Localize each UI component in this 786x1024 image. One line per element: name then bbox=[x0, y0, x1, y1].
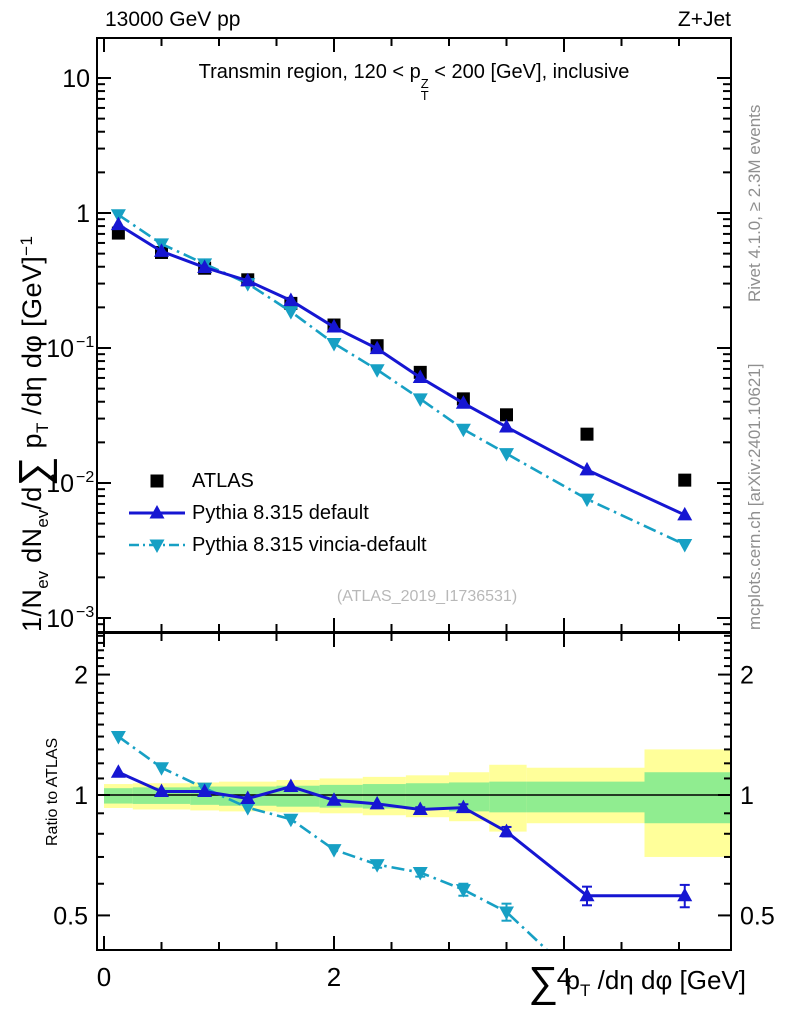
analysis-id-watermark: (ATLAS_2019_I1736531) bbox=[336, 588, 518, 605]
sum-symbol: ∑ bbox=[10, 456, 57, 487]
series-pythia-8.315-vincia-default bbox=[110, 731, 549, 950]
ratio-frame bbox=[96, 632, 732, 951]
y-axis-label-main: 1/Nev dNev/d∑ pT /dη dφ [GeV]−1 bbox=[10, 235, 57, 632]
legend-label: ATLAS bbox=[192, 469, 254, 492]
axis-ticks bbox=[97, 38, 731, 950]
svg-text:10: 10 bbox=[62, 65, 90, 93]
pythia-default-marker-icon bbox=[129, 505, 185, 519]
svg-text:10: 10 bbox=[46, 335, 74, 363]
svg-text:10: 10 bbox=[46, 470, 74, 498]
svg-text:2: 2 bbox=[74, 662, 88, 690]
svg-text:1: 1 bbox=[74, 782, 88, 810]
atlas-marker-icon bbox=[150, 474, 164, 488]
pythia-vincia-marker-icon bbox=[129, 539, 185, 553]
mcplots-arxiv-note: mcplots.cern.ch [arXiv:2401.10621] bbox=[745, 363, 764, 630]
legend: ATLAS Pythia 8.315 default Pythia 8.315 … bbox=[126, 465, 427, 561]
legend-item-pythia-default: Pythia 8.315 default bbox=[126, 497, 427, 529]
svg-text:0.5: 0.5 bbox=[740, 902, 775, 930]
process-label: Z+Jet bbox=[677, 8, 731, 31]
y-axis-label-ratio: Ratio to ATLAS bbox=[44, 737, 61, 846]
legend-item-pythia-vincia: Pythia 8.315 vincia-default bbox=[126, 529, 427, 561]
plot-title-suffix: < 200 [GeV], inclusive bbox=[428, 61, 630, 83]
svg-text:10: 10 bbox=[46, 605, 74, 633]
svg-text:2: 2 bbox=[327, 962, 341, 992]
x-axis-label: ∑ pT /dη dφ [GeV] bbox=[528, 958, 746, 1005]
svg-text:2: 2 bbox=[740, 662, 754, 690]
beam-energy-label: 13000 GeV pp bbox=[105, 8, 241, 31]
svg-text:−1: −1 bbox=[76, 334, 94, 351]
sum-symbol: ∑ bbox=[528, 958, 559, 1005]
series-pythia-8.315-default bbox=[110, 764, 693, 909]
svg-text:1: 1 bbox=[740, 782, 754, 810]
legend-label: Pythia 8.315 default bbox=[192, 501, 369, 524]
svg-text:−3: −3 bbox=[76, 604, 94, 621]
svg-text:4: 4 bbox=[557, 962, 571, 992]
svg-text:0: 0 bbox=[97, 962, 111, 992]
svg-text:−2: −2 bbox=[76, 469, 94, 486]
legend-item-atlas: ATLAS bbox=[126, 465, 427, 497]
ratio-uncertainty-bands bbox=[104, 749, 731, 857]
legend-label: Pythia 8.315 vincia-default bbox=[192, 533, 427, 556]
plot-title-prefix: Transmin region, 120 < p bbox=[198, 61, 421, 83]
rivet-version-note: Rivet 4.1.0, ≥ 2.3M events bbox=[745, 104, 764, 302]
series-pythia-8.315-default bbox=[110, 216, 693, 521]
svg-text:0.5: 0.5 bbox=[53, 902, 88, 930]
svg-text:1: 1 bbox=[76, 200, 90, 228]
